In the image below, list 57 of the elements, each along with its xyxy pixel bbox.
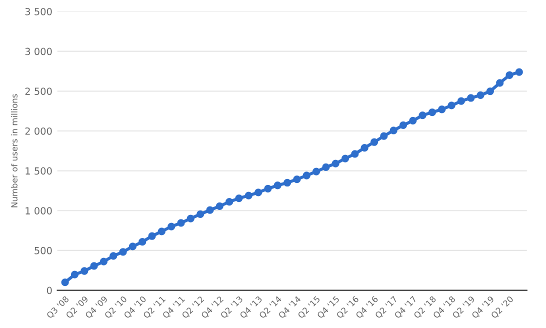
- point: [274, 182, 282, 190]
- point: [168, 222, 176, 230]
- point: [158, 228, 166, 236]
- y-tick-label: 0: [46, 286, 52, 294]
- y-tick-label: 2 000: [25, 127, 52, 135]
- point: [496, 79, 504, 87]
- point: [418, 112, 426, 120]
- point: [186, 214, 194, 222]
- point: [351, 150, 359, 158]
- point: [196, 210, 204, 218]
- point: [119, 248, 127, 256]
- point: [61, 278, 69, 286]
- point: [390, 126, 398, 134]
- y-tick-label: 1 500: [26, 167, 52, 175]
- point: [341, 154, 350, 162]
- y-tick-label: 500: [34, 246, 52, 254]
- point: [100, 258, 108, 266]
- point: [506, 71, 514, 79]
- point: [264, 184, 272, 192]
- point: [409, 116, 417, 125]
- y-axis-title: Number of users in millions: [11, 94, 18, 208]
- point: [216, 202, 224, 210]
- point: [467, 94, 475, 102]
- point: [476, 91, 484, 100]
- y-tick-label: 3 500: [25, 8, 52, 16]
- point: [380, 132, 388, 140]
- y-tick-label: 3 000: [25, 48, 52, 56]
- point: [332, 160, 340, 168]
- point: [428, 108, 436, 116]
- point: [128, 242, 137, 250]
- point: [399, 121, 408, 130]
- point: [254, 188, 262, 196]
- point: [80, 267, 88, 275]
- point: [244, 192, 252, 200]
- point: [370, 138, 378, 146]
- point: [70, 270, 79, 278]
- point: [457, 97, 466, 105]
- point: [293, 176, 301, 184]
- point: [206, 206, 214, 214]
- point: [312, 168, 320, 176]
- point: [90, 262, 98, 270]
- point: [283, 178, 292, 187]
- point: [148, 232, 156, 240]
- point: [515, 68, 523, 76]
- point: [360, 144, 368, 152]
- point: [438, 106, 446, 114]
- point: [110, 252, 118, 260]
- point: [322, 163, 330, 172]
- point: [486, 87, 494, 96]
- y-tick-label: 1 000: [26, 207, 52, 214]
- point: [448, 102, 456, 110]
- point: [177, 219, 185, 227]
- point: [302, 172, 310, 180]
- point: [225, 198, 234, 206]
- point: [235, 194, 243, 202]
- point: [138, 238, 146, 246]
- y-tick-label: 2 500: [25, 88, 52, 95]
